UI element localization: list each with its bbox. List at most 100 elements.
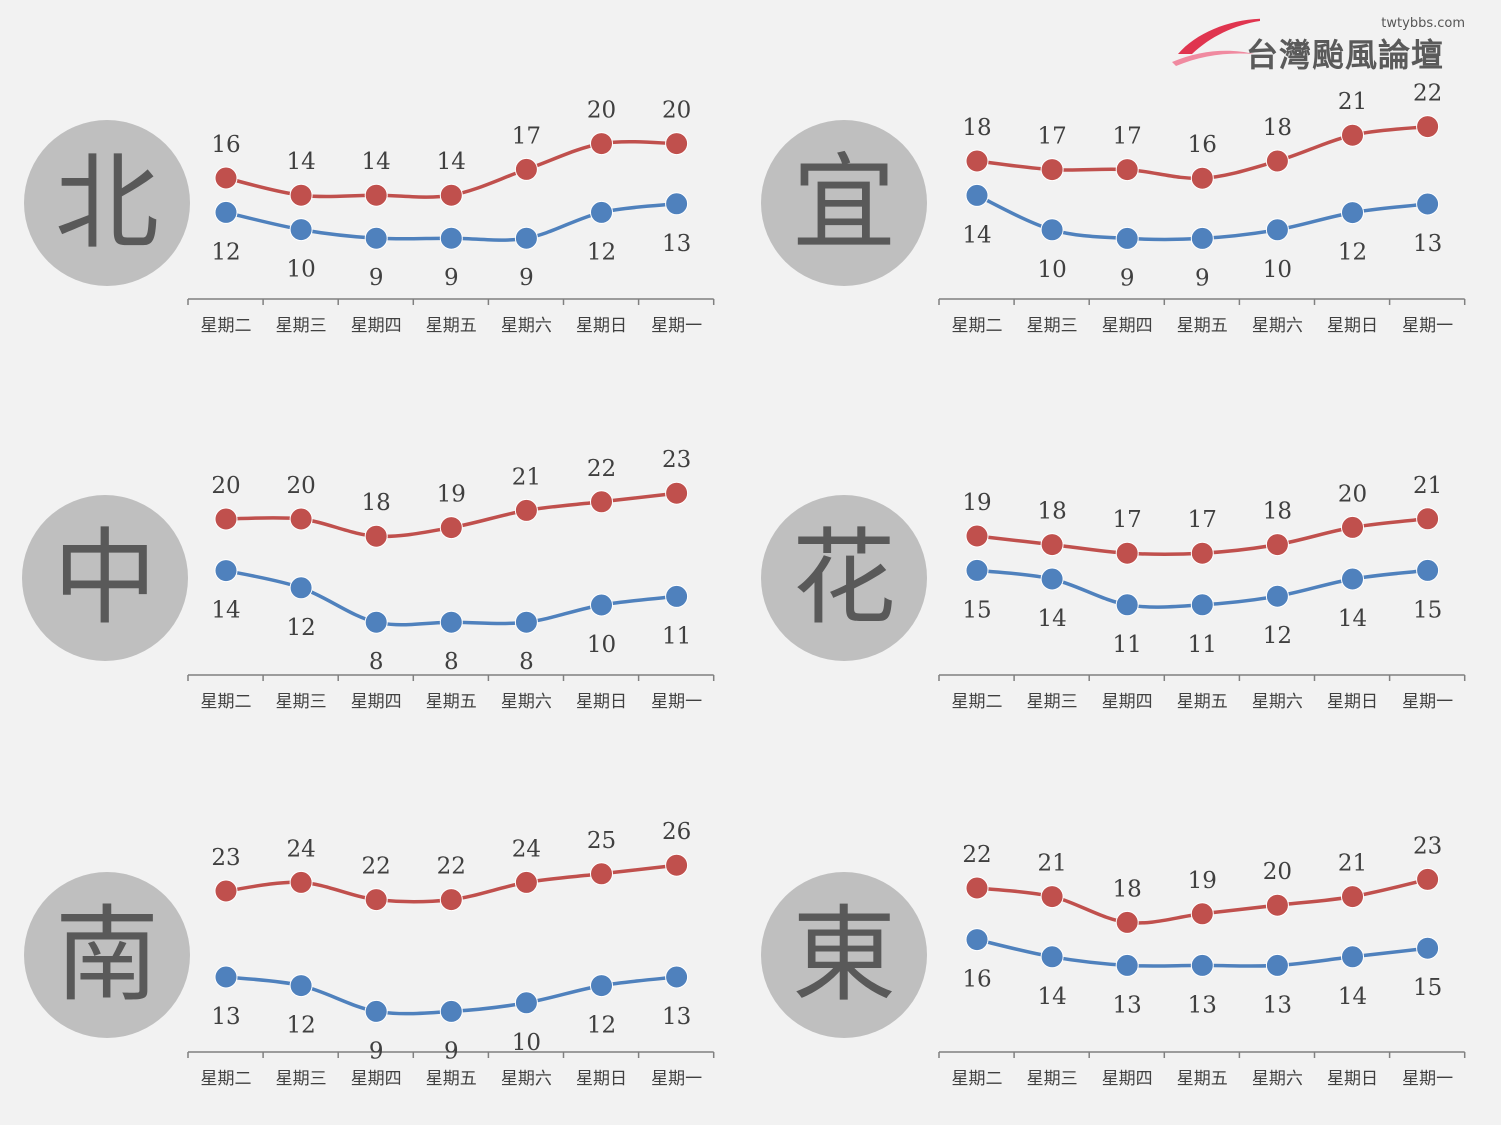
- low-temp-point: [1115, 953, 1139, 977]
- x-tick-label: 星期三: [1027, 692, 1078, 712]
- x-tick-label: 星期二: [952, 1069, 1003, 1089]
- high-temp-point: [1341, 885, 1364, 909]
- x-tick-label: 星期三: [276, 316, 327, 336]
- low-temp-point: [590, 974, 613, 998]
- x-tick-label: 星期日: [576, 316, 627, 336]
- low-temp-label: 12: [286, 1013, 315, 1039]
- x-tick-label: 星期日: [1327, 316, 1378, 336]
- high-temp-label: 22: [362, 854, 391, 880]
- low-temp-point: [1341, 567, 1364, 591]
- x-tick-label: 星期五: [1177, 1069, 1228, 1089]
- high-temp-point: [1115, 158, 1139, 182]
- high-temp-label: 18: [1037, 499, 1066, 525]
- low-temp-point: [439, 610, 463, 634]
- x-tick-label: 星期五: [426, 316, 477, 336]
- low-temp-label: 9: [519, 265, 534, 291]
- high-temp-point: [1190, 902, 1214, 926]
- high-temp-point: [1040, 885, 1064, 909]
- x-tick-label: 星期五: [1177, 316, 1228, 336]
- low-temp-label: 11: [1113, 632, 1142, 658]
- low-temp-point: [514, 991, 538, 1015]
- low-temp-label: 12: [587, 239, 616, 265]
- low-temp-point: [1416, 558, 1440, 582]
- low-temp-label: 8: [369, 649, 384, 675]
- low-temp-label: 9: [1120, 265, 1135, 291]
- x-tick-label: 星期六: [1252, 1069, 1303, 1089]
- low-temp-label: 10: [587, 632, 616, 658]
- site-logo: twtybbs.com 台灣颱風論壇: [1170, 10, 1470, 74]
- low-temp-label: 13: [662, 1004, 691, 1030]
- high-temp-label: 21: [1338, 89, 1367, 115]
- high-temp-label: 17: [1113, 124, 1142, 150]
- low-temp-point: [214, 200, 238, 224]
- low-temp-point: [1265, 218, 1289, 242]
- high-temp-label: 19: [437, 482, 466, 508]
- high-temp-point: [1416, 115, 1440, 139]
- high-temp-point: [514, 498, 538, 522]
- region-badge: 中: [22, 495, 188, 661]
- high-temp-label: 20: [587, 98, 616, 124]
- high-temp-label: 21: [1037, 851, 1066, 877]
- low-temp-point: [590, 200, 613, 224]
- low-temp-label: 14: [1037, 984, 1066, 1010]
- x-tick-label: 星期二: [201, 316, 252, 336]
- low-temp-label: 9: [444, 1038, 459, 1064]
- low-temp-label: 15: [962, 597, 991, 623]
- low-temp-point: [514, 226, 538, 250]
- high-temp-label: 23: [1413, 833, 1442, 859]
- x-tick-label: 星期日: [1327, 1069, 1378, 1089]
- x-tick-label: 星期一: [651, 692, 702, 712]
- high-temp-label: 26: [662, 819, 691, 845]
- high-temp-label: 17: [1037, 124, 1066, 150]
- low-temp-label: 15: [1413, 975, 1442, 1001]
- site-url: twtybbs.com: [1381, 16, 1465, 31]
- x-tick-label: 星期一: [651, 316, 702, 336]
- high-temp-point: [1115, 910, 1139, 934]
- high-temp-label: 21: [512, 464, 541, 490]
- x-tick-label: 星期一: [1402, 316, 1453, 336]
- low-temp-point: [364, 226, 388, 250]
- high-temp-label: 22: [1413, 81, 1442, 107]
- low-temp-label: 13: [662, 231, 691, 257]
- high-temp-label: 18: [1113, 876, 1142, 902]
- high-temp-point: [665, 132, 689, 156]
- high-temp-point: [590, 132, 613, 156]
- high-temp-label: 17: [1113, 507, 1142, 533]
- high-temp-point: [1040, 533, 1064, 557]
- high-temp-label: 16: [211, 132, 240, 158]
- low-temp-point: [214, 559, 238, 583]
- site-name: 台灣颱風論壇: [1246, 36, 1445, 74]
- x-tick-label: 星期二: [201, 1069, 252, 1089]
- high-temp-label: 20: [1263, 859, 1292, 885]
- low-temp-label: 14: [1338, 984, 1367, 1010]
- low-temp-point: [1115, 226, 1139, 250]
- region-badge: 花: [761, 495, 927, 661]
- low-temp-label: 9: [1195, 265, 1210, 291]
- low-temp-point: [1416, 192, 1440, 216]
- high-temp-label: 18: [1263, 499, 1292, 525]
- high-temp-point: [214, 507, 238, 531]
- high-temp-point: [1265, 893, 1289, 917]
- high-temp-label: 20: [211, 473, 240, 499]
- x-tick-label: 星期三: [276, 692, 327, 712]
- low-temp-point: [1040, 945, 1064, 969]
- swoosh-logo-icon: [1172, 18, 1260, 66]
- low-temp-point: [965, 558, 989, 582]
- high-temp-point: [1416, 507, 1440, 531]
- high-temp-point: [1265, 149, 1289, 173]
- low-temp-label: 12: [286, 615, 315, 641]
- low-temp-point: [1341, 201, 1364, 225]
- high-temp-point: [214, 879, 238, 903]
- low-temp-point: [965, 183, 989, 207]
- x-tick-label: 星期六: [1252, 692, 1303, 712]
- high-temp-label: 17: [1188, 507, 1217, 533]
- low-temp-label: 12: [1263, 623, 1292, 649]
- low-temp-point: [364, 999, 388, 1023]
- low-temp-label: 13: [1263, 992, 1292, 1018]
- low-temp-point: [1040, 567, 1064, 591]
- low-temp-point: [1190, 226, 1214, 250]
- x-tick-label: 星期日: [1327, 692, 1378, 712]
- high-temp-label: 22: [437, 854, 466, 880]
